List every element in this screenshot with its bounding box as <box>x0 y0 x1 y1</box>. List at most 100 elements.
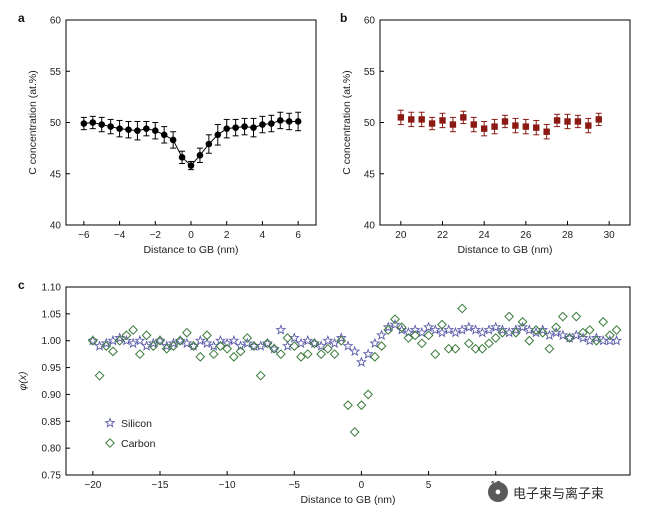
data-point <box>134 334 146 346</box>
panel-letter: a <box>18 11 25 25</box>
y-tick-label: 40 <box>50 221 62 232</box>
data-point <box>416 338 427 349</box>
data-point <box>571 311 582 322</box>
data-point <box>134 349 145 360</box>
data-point <box>89 119 97 126</box>
data-point <box>322 343 333 354</box>
data-point <box>363 389 374 400</box>
data-point <box>578 327 588 338</box>
data-point <box>108 346 118 357</box>
data-point <box>87 334 99 346</box>
data-point <box>611 334 623 346</box>
y-tick-label: 1.05 <box>42 309 62 320</box>
y-tick-label: 60 <box>364 16 376 27</box>
y-tick-label: 0.90 <box>42 390 62 401</box>
data-point <box>523 324 535 335</box>
data-point <box>577 332 589 343</box>
data-point <box>242 333 253 343</box>
y-tick-label: 0.80 <box>42 444 62 455</box>
data-point <box>288 332 300 343</box>
data-point <box>553 117 561 124</box>
data-point <box>550 326 562 338</box>
wechat-icon: ● <box>488 482 508 502</box>
data-point <box>410 330 421 341</box>
data-point <box>143 125 150 132</box>
data-point <box>537 327 548 338</box>
data-point <box>483 324 495 335</box>
watermark-text: 电子束与离子束 <box>513 486 605 502</box>
plot-frame <box>65 286 631 476</box>
data-point <box>215 341 226 351</box>
y-tick-label: 0.85 <box>42 417 62 428</box>
data-point <box>181 327 192 338</box>
data-point <box>443 324 455 335</box>
x-tick-label: −20 <box>84 480 101 491</box>
data-point <box>134 127 141 134</box>
y-tick-label: 45 <box>364 169 376 180</box>
data-point <box>249 341 259 351</box>
data-point <box>309 338 320 349</box>
series-data <box>397 109 602 140</box>
y-tick-label: 55 <box>364 67 376 78</box>
data-point <box>187 162 195 169</box>
data-point <box>355 356 367 367</box>
data-point <box>195 351 206 362</box>
data-point <box>282 333 293 343</box>
panel-b: b 20 22 24 26 28 30 40 45 50 55 60 Distance to GB (n… <box>340 11 631 256</box>
data-point <box>255 370 266 381</box>
data-point <box>484 338 494 349</box>
data-point <box>201 337 213 349</box>
data-point <box>349 345 361 357</box>
data-point <box>544 343 555 354</box>
data-point <box>564 333 575 343</box>
data-point <box>531 325 541 335</box>
data-point <box>268 342 280 354</box>
data-point <box>94 370 105 381</box>
data-point <box>477 343 488 354</box>
data-point <box>408 116 415 123</box>
x-tick-label: 2 <box>224 230 230 241</box>
data-point <box>296 351 306 362</box>
data-point <box>376 341 387 351</box>
data-point <box>490 321 502 332</box>
y-tick-label: 60 <box>50 16 62 27</box>
y-axis-label: C concentration (at.%) <box>341 70 353 174</box>
data-point <box>194 334 206 346</box>
y-tick-label: 0.95 <box>42 363 62 374</box>
data-point <box>114 335 125 346</box>
x-tick-label: 5 <box>426 480 432 491</box>
data-point <box>490 333 501 343</box>
x-tick-label: 26 <box>520 230 532 241</box>
data-point <box>389 318 401 330</box>
data-point <box>175 335 186 346</box>
data-point <box>125 126 132 133</box>
data-point <box>595 116 602 123</box>
data-point <box>295 337 307 349</box>
data-point <box>151 127 159 134</box>
series-data <box>80 111 302 171</box>
data-point <box>178 154 186 161</box>
y-tick-label: 1.00 <box>42 336 62 347</box>
x-tick-label: 4 <box>260 230 266 241</box>
data-point <box>403 333 414 343</box>
panel-letter: b <box>340 11 347 25</box>
y-tick-label: 50 <box>364 118 376 129</box>
data-point <box>450 343 461 354</box>
data-point <box>470 121 477 128</box>
x-tick-label: 0 <box>359 480 365 491</box>
data-point <box>369 337 381 349</box>
data-point <box>449 326 461 338</box>
data-point <box>241 337 253 349</box>
data-point <box>470 343 481 354</box>
data-point <box>302 334 314 346</box>
data-point <box>510 324 522 335</box>
data-point <box>188 341 199 351</box>
data-point <box>148 341 159 351</box>
data-point <box>250 124 257 131</box>
legend-marker <box>104 417 116 428</box>
data-point <box>402 326 414 338</box>
data-point <box>94 340 106 351</box>
data-point <box>269 343 280 354</box>
data-point <box>543 128 550 135</box>
